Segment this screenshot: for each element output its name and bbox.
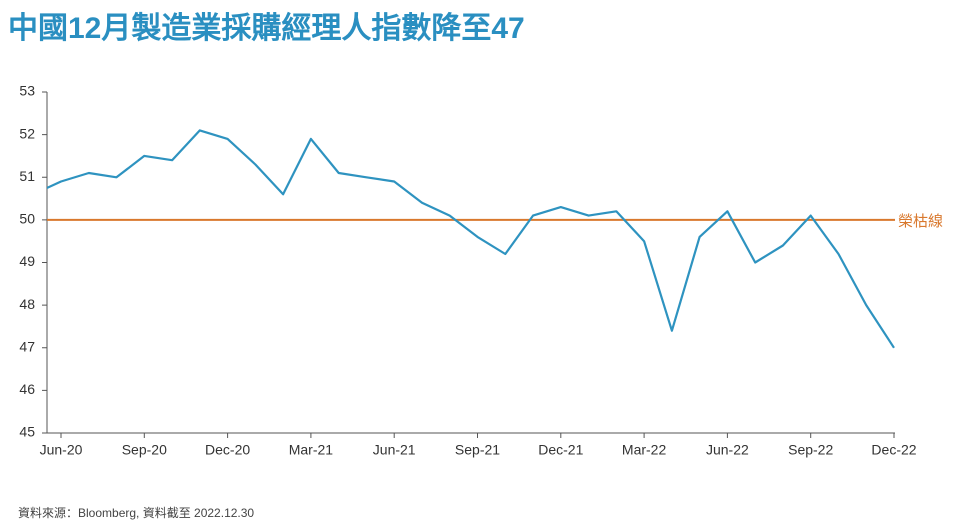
x-tick-label: Mar-21 [289, 442, 334, 458]
x-tick-label: Mar-22 [622, 442, 667, 458]
source-note: 資料來源：Bloomberg, 資料截至 2022.12.30 [18, 506, 254, 520]
y-tick-label: 46 [19, 381, 35, 397]
y-tick-label: 51 [19, 168, 35, 184]
data-line [47, 129, 895, 349]
y-tick-label: 48 [19, 296, 35, 312]
plot-area [47, 129, 895, 349]
y-tick-label: 47 [19, 338, 35, 354]
x-tick-label: Dec-22 [871, 442, 916, 458]
y-tick-label: 45 [19, 424, 35, 440]
y-tick-label: 49 [19, 253, 35, 269]
x-tick-label: Sep-21 [455, 442, 500, 458]
x-tick-label: Jun-21 [373, 442, 416, 458]
y-tick-label: 52 [19, 125, 35, 141]
chart-title: 中國12月製造業採購經理人指數降至47 [8, 12, 525, 45]
x-tick-label: Dec-20 [205, 442, 250, 458]
reference-label: 榮枯線 [898, 213, 943, 230]
y-tick-label: 53 [19, 83, 35, 99]
y-tick-label: 50 [19, 211, 35, 227]
x-tick-label: Dec-21 [538, 442, 583, 458]
x-tick-label: Jun-22 [706, 442, 749, 458]
x-tick-label: Sep-20 [122, 442, 167, 458]
x-tick-label: Sep-22 [788, 442, 833, 458]
x-tick-label: Jun-20 [40, 442, 83, 458]
